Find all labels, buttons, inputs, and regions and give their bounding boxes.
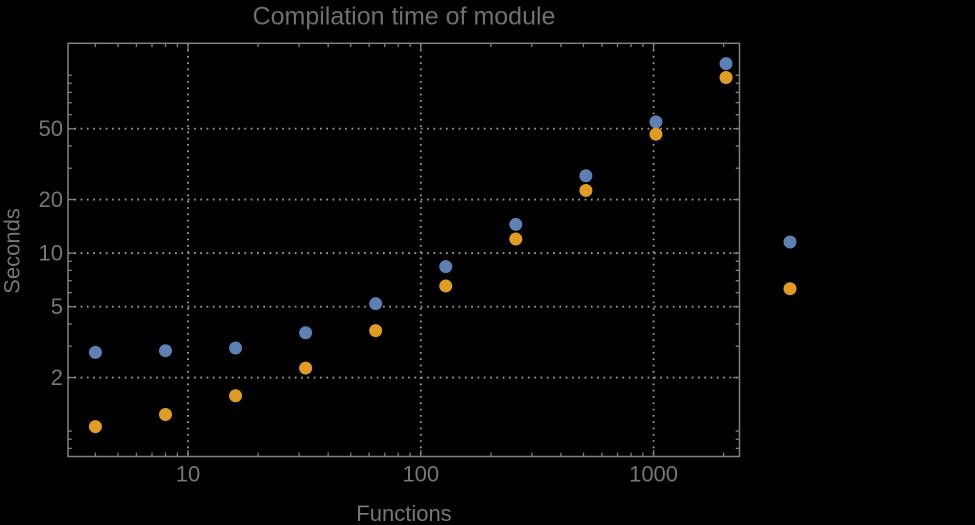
data-point-orange: [229, 389, 243, 403]
data-point-orange: [369, 324, 383, 338]
plot-title: Compilation time of module: [253, 3, 556, 31]
data-point-blue: [649, 115, 663, 129]
data-point-orange: [719, 71, 733, 85]
data-point-blue: [158, 344, 172, 358]
data-point-orange: [158, 407, 172, 421]
data-point-orange: [88, 420, 102, 434]
tick-marks: [68, 43, 740, 457]
data-point-orange: [439, 279, 453, 293]
data-point-orange: [579, 183, 593, 197]
data-points: [88, 57, 733, 434]
data-point-blue: [439, 260, 453, 274]
data-point-orange: [649, 127, 663, 141]
data-point-orange: [299, 361, 313, 375]
y-tick-label: 2: [51, 365, 63, 390]
data-point-blue: [369, 297, 383, 311]
plot-frame: [67, 42, 741, 458]
legend-marker-orange: [783, 282, 797, 296]
y-tick-label: 10: [39, 241, 63, 266]
y-tick-label: 50: [39, 116, 63, 141]
x-tick-label: 1000: [629, 462, 678, 487]
data-point-blue: [719, 57, 733, 71]
y-axis-label: Seconds: [0, 208, 25, 294]
data-point-blue: [88, 345, 102, 359]
gridlines: [68, 43, 740, 457]
y-tick-labels: 2 5 10 20 50: [39, 116, 63, 390]
data-point-blue: [579, 169, 593, 183]
data-point-blue: [229, 341, 243, 355]
data-point-orange: [509, 232, 523, 246]
legend-markers: [783, 235, 797, 296]
legend-marker-blue: [783, 235, 797, 249]
x-tick-label: 10: [176, 462, 200, 487]
x-tick-label: 100: [402, 462, 439, 487]
y-tick-label: 20: [39, 187, 63, 212]
x-axis-label: Functions: [356, 501, 451, 525]
data-point-blue: [509, 217, 523, 231]
y-tick-label: 5: [51, 294, 63, 319]
x-tick-labels: 10 100 1000: [176, 462, 678, 487]
data-point-blue: [299, 326, 313, 340]
